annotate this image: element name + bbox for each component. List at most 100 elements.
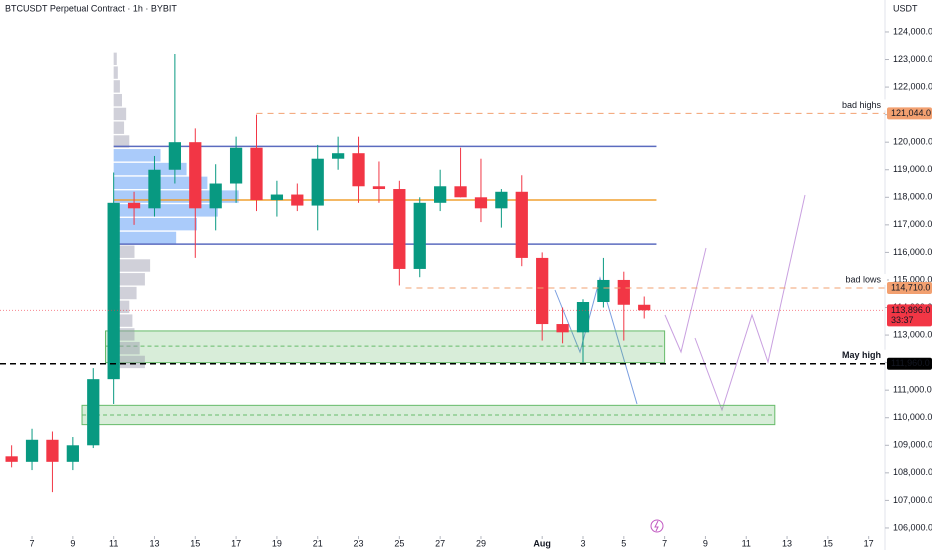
candle-body — [638, 304, 651, 311]
level-name: May high — [842, 350, 881, 360]
x-tick-label: 9 — [703, 538, 708, 548]
candle-body — [515, 191, 528, 258]
x-tick-label: 5 — [621, 538, 626, 548]
countdown: 33:37 — [891, 315, 914, 325]
volume-profile-bar — [113, 259, 151, 272]
volume-profile-bar — [113, 217, 197, 231]
x-tick-label: 25 — [394, 538, 404, 548]
volume-profile-bar — [113, 341, 140, 355]
candle-body — [413, 202, 426, 269]
y-tick-label: 115,000.0 — [893, 274, 932, 284]
y-tick-label: 122,000.0 — [893, 81, 932, 91]
x-tick-label: 27 — [435, 538, 445, 548]
candle-body — [66, 445, 79, 462]
level-label-bg — [839, 99, 887, 111]
x-tick-label: 19 — [272, 538, 282, 548]
x-tick-label: 23 — [354, 538, 364, 548]
candle-body — [474, 197, 488, 209]
level-price-bg — [887, 107, 932, 120]
y-tick-label: 113,000.0 — [893, 329, 932, 339]
candle-body — [434, 186, 447, 203]
x-tick-label: 3 — [580, 538, 585, 548]
candle-body — [393, 189, 406, 269]
x-tick-label: 29 — [476, 538, 486, 548]
candle-body — [229, 147, 243, 184]
x-tick-label: 13 — [782, 538, 792, 548]
candle-body — [352, 153, 365, 187]
projection-purple — [694, 194, 806, 412]
alert-bolt[interactable] — [654, 520, 659, 532]
candle-body — [576, 302, 590, 333]
y-tick-label: 116,000.0 — [893, 247, 932, 257]
y-tick-label: 120,000.0 — [893, 137, 932, 147]
drawings — [554, 194, 806, 412]
volume-profile-bar — [113, 231, 177, 245]
x-tick-label: 11 — [742, 538, 751, 548]
candle-body — [372, 186, 386, 190]
x-tick-label: 17 — [231, 538, 241, 548]
candle-body — [87, 379, 100, 446]
volume-profile-bar — [113, 355, 145, 369]
volume-profile-bar — [113, 149, 161, 162]
y-tick-label: 108,000.0 — [893, 467, 932, 477]
candle-body — [311, 158, 324, 206]
candle-body — [250, 147, 263, 201]
alert-circle[interactable] — [650, 519, 664, 533]
candle-body — [168, 142, 181, 170]
volume-profile-bar — [113, 66, 118, 79]
x-tick-label: 21 — [313, 538, 323, 548]
y-tick-label: 107,000.0 — [893, 495, 932, 505]
level-name: bad highs — [842, 100, 882, 110]
x-tick-label: 13 — [149, 538, 159, 548]
volume-profile-bar — [113, 52, 117, 66]
zone — [104, 330, 666, 364]
candle-body — [46, 439, 59, 462]
level-name: bad lows — [845, 274, 881, 284]
candle-body — [148, 169, 161, 209]
x-tick-label: 9 — [70, 538, 75, 548]
candle-body — [189, 142, 202, 209]
y-tick-label: 119,000.0 — [893, 164, 932, 174]
candle-body — [597, 279, 610, 303]
volume-profile-bar — [113, 162, 187, 176]
volume-profile-bar — [113, 121, 125, 134]
candle-body — [536, 257, 549, 325]
level-price: 111,960.0 — [891, 358, 930, 368]
level-price-bg — [887, 281, 932, 294]
candle-body — [270, 194, 284, 201]
x-tick-label: 17 — [864, 538, 874, 548]
candle-body — [209, 183, 222, 209]
level-price-bg — [887, 357, 932, 370]
y-tick-label: 124,000.0 — [893, 26, 932, 36]
x-tick-label: 7 — [662, 538, 667, 548]
candle-body — [291, 194, 304, 206]
volume-profile-bar — [113, 80, 120, 93]
projection-blue — [554, 276, 638, 405]
y-tick-label: 118,000.0 — [893, 192, 932, 202]
candle-body — [25, 439, 39, 462]
x-tick-label: 15 — [823, 538, 833, 548]
candle-body — [454, 186, 467, 198]
y-tick-label: 110,000.0 — [893, 412, 932, 422]
volume-profile-bar — [113, 273, 145, 286]
candle-body — [332, 153, 345, 159]
y-tick-label: 109,000.0 — [893, 440, 932, 450]
candle-body — [495, 191, 508, 209]
candle-body — [556, 324, 569, 333]
candle-body — [617, 279, 630, 305]
x-tick-label: 11 — [109, 538, 118, 548]
y-tick-label: 106,000.0 — [893, 522, 932, 532]
x-tick-label: 15 — [190, 538, 200, 548]
x-tick-label: Aug — [533, 538, 551, 548]
y-tick-label: 123,000.0 — [893, 54, 932, 64]
alert-icon[interactable] — [650, 519, 664, 533]
level-label-bg — [839, 349, 887, 361]
candle-body — [5, 456, 18, 462]
level-price: 114,710.0 — [891, 282, 930, 292]
volume-profile-bar — [113, 93, 122, 107]
projection-purple — [664, 247, 707, 354]
level-label-bg — [839, 273, 887, 285]
level-price: 121,044.0 — [891, 108, 931, 118]
